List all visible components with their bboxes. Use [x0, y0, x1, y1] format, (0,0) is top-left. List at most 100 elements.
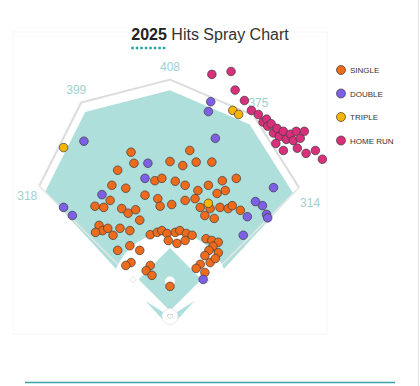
hit-point — [293, 144, 302, 153]
hit-point — [204, 181, 213, 190]
legend-swatch — [337, 89, 346, 98]
title-rest: Hits Spray Chart — [167, 26, 289, 43]
hit-point — [216, 203, 225, 212]
legend-swatch — [337, 66, 346, 75]
hit-point — [59, 143, 68, 152]
hit-point — [131, 205, 140, 214]
hit-point — [135, 246, 144, 255]
legend: SINGLEDOUBLETRIPLEHOME RUN — [337, 66, 394, 146]
hit-point — [227, 67, 236, 76]
hit-point — [141, 191, 150, 200]
hit-point — [232, 174, 241, 183]
hit-point — [148, 271, 157, 280]
hit-point — [208, 70, 217, 79]
hit-point — [272, 139, 281, 148]
hit-point — [192, 264, 201, 273]
hit-point — [185, 146, 194, 155]
hit-point — [204, 199, 213, 208]
hit-point — [228, 201, 237, 210]
hit-point — [99, 203, 108, 212]
hit-point — [166, 157, 175, 166]
outfield-grass — [45, 90, 293, 320]
hit-point — [158, 174, 167, 183]
hit-point — [251, 197, 260, 206]
hit-point — [181, 181, 190, 190]
hit-point — [181, 196, 190, 205]
hit-point — [204, 107, 213, 116]
title-year: 2025 — [131, 26, 167, 43]
fence-label: 408 — [160, 60, 180, 74]
hit-point — [192, 158, 201, 167]
bottom-rule — [25, 382, 395, 384]
hit-point — [236, 206, 245, 215]
hit-point — [201, 211, 210, 220]
home-circle — [162, 309, 178, 325]
hit-point — [173, 239, 182, 248]
hit-point — [171, 177, 180, 186]
plot-frame — [13, 32, 327, 334]
hit-point — [211, 134, 220, 143]
hit-point — [213, 189, 222, 198]
hit-point — [109, 231, 118, 240]
hit-point — [122, 184, 131, 193]
panel-border — [418, 0, 419, 386]
hit-point — [122, 261, 131, 270]
hit-point — [98, 190, 107, 199]
hit-point — [206, 97, 215, 106]
hit-point — [91, 228, 100, 237]
hit-point — [243, 212, 252, 221]
title: 2025 Hits Spray Chart — [131, 26, 289, 43]
hit-point — [130, 159, 139, 168]
home-plate — [168, 315, 173, 320]
hit-point — [116, 224, 125, 233]
hit-point — [311, 146, 320, 155]
chart: 3183994083753142025 Hits Spray ChartSING… — [0, 0, 420, 386]
hit-point — [218, 176, 227, 185]
hit-point — [91, 202, 100, 211]
hit-point — [221, 186, 230, 195]
hit-point — [126, 226, 135, 235]
points — [59, 67, 326, 290]
hit-point — [269, 183, 278, 192]
hit-point — [196, 203, 205, 212]
hit-point — [199, 275, 208, 284]
infield-grass — [139, 248, 202, 311]
hit-point — [68, 211, 77, 220]
hit-point — [302, 149, 311, 158]
hit-point — [234, 110, 243, 119]
hit-point — [181, 236, 190, 245]
fence-label: 399 — [66, 83, 86, 97]
hit-point — [300, 127, 309, 136]
infield-dirt — [113, 232, 228, 316]
legend-label: TRIPLE — [350, 113, 378, 122]
hit-point — [141, 174, 150, 183]
hit-point — [191, 194, 200, 203]
fence-label: 314 — [300, 196, 320, 210]
hit-point — [167, 200, 176, 209]
hit-point — [108, 181, 117, 190]
legend-label: DOUBLE — [350, 90, 383, 99]
hit-point — [80, 137, 89, 146]
hit-point — [231, 86, 240, 95]
hit-point — [135, 216, 144, 225]
title-underline — [131, 47, 167, 50]
hit-point — [166, 282, 175, 291]
legend-label: HOME RUN — [350, 137, 394, 146]
hit-point — [126, 241, 135, 250]
base — [130, 277, 136, 283]
field — [39, 80, 299, 325]
hit-point — [106, 196, 115, 205]
hit-point — [127, 148, 136, 157]
hit-point — [164, 236, 173, 245]
hit-point — [279, 146, 288, 155]
legend-swatch — [337, 113, 346, 122]
hit-point — [211, 254, 220, 263]
hit-point — [239, 231, 248, 240]
hit-point — [144, 159, 153, 168]
fence-label: 318 — [17, 189, 37, 203]
hit-point — [263, 214, 272, 223]
hit-point — [240, 96, 249, 105]
hit-point — [210, 214, 219, 223]
hit-point — [113, 166, 122, 175]
legend-swatch — [337, 136, 346, 145]
